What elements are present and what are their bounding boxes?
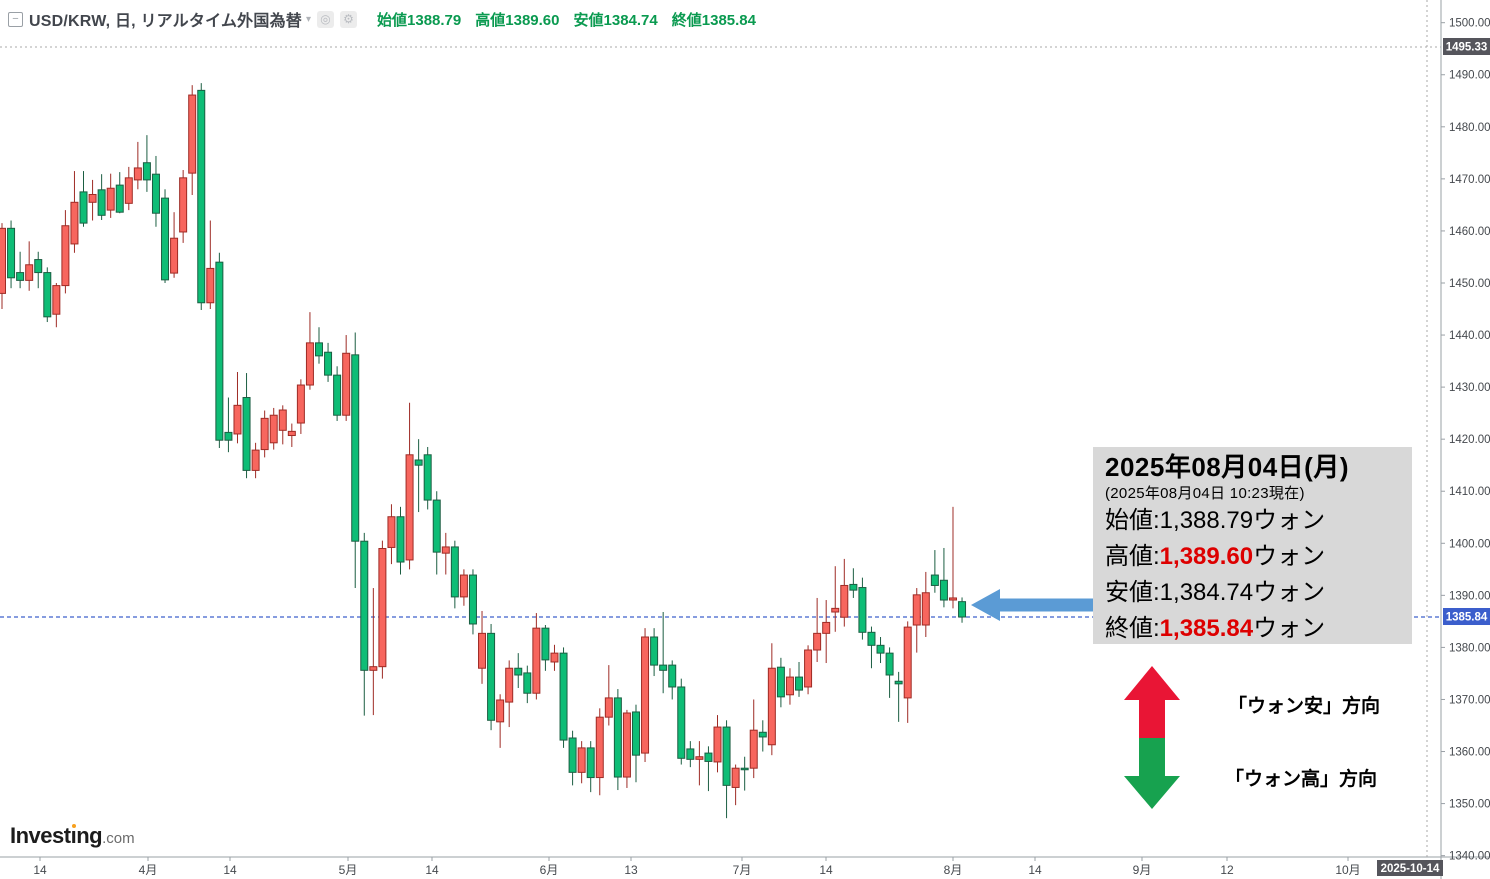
svg-text:8月: 8月	[944, 863, 963, 877]
svg-text:1400.00: 1400.00	[1449, 538, 1490, 550]
svg-text:2025-10-14: 2025-10-14	[1381, 863, 1440, 875]
logo-suffix-text: .com	[102, 830, 135, 847]
svg-text:5月: 5月	[339, 863, 358, 877]
quote-annotation-box: 2025年08月04日(月) (2025年08月04日 10:23現在) 始値:…	[1093, 447, 1412, 644]
direction-arrows	[1124, 666, 1180, 809]
snapshot-icon[interactable]: ◎	[317, 10, 334, 28]
low-readout: 安値1384.74	[573, 11, 658, 29]
svg-text:1380.00: 1380.00	[1449, 642, 1490, 654]
svg-text:1500.00: 1500.00	[1449, 18, 1490, 30]
svg-text:1460.00: 1460.00	[1449, 226, 1490, 238]
svg-text:1370.00: 1370.00	[1449, 694, 1490, 706]
svg-text:7月: 7月	[733, 863, 752, 877]
svg-text:6月: 6月	[540, 863, 559, 877]
svg-text:1385.84: 1385.84	[1446, 612, 1488, 624]
svg-text:1470.00: 1470.00	[1449, 174, 1490, 186]
svg-text:14: 14	[223, 863, 237, 877]
annotation-date-title: 2025年08月04日(月)	[1105, 452, 1349, 482]
investing-logo: Investı ng.com	[10, 823, 135, 849]
crosshair	[0, 0, 1441, 857]
open-readout: 始値1388.79	[377, 11, 462, 29]
svg-text:1430.00: 1430.00	[1449, 382, 1490, 394]
close-readout: 終値1385.84	[671, 11, 756, 29]
svg-text:1360.00: 1360.00	[1449, 747, 1490, 759]
won-strong-down-arrow	[1124, 738, 1180, 809]
candles-series	[0, 83, 967, 819]
price-axis[interactable]: 1500.00 1490.00 1480.00 1470.00 1460.00 1450.…	[1441, 18, 1490, 863]
won-weak-direction-label: 「ウォン安」方向	[1228, 696, 1381, 717]
svg-text:1420.00: 1420.00	[1449, 434, 1490, 446]
svg-text:1480.00: 1480.00	[1449, 122, 1490, 134]
annotation-close-row: 終値:1,385.84ウォン	[1105, 615, 1326, 642]
svg-text:1495.33: 1495.33	[1446, 42, 1488, 54]
collapse-icon[interactable]: −	[8, 11, 23, 27]
annotation-low-row: 安値:1,384.74ウォン	[1105, 579, 1326, 606]
logo-orange-dot	[71, 824, 76, 828]
annotation-high-row: 高値:1,389.60ウォン	[1105, 543, 1326, 570]
chevron-down-icon[interactable]: ▾	[305, 13, 311, 25]
svg-text:1350.00: 1350.00	[1449, 799, 1490, 811]
svg-text:10月: 10月	[1335, 863, 1360, 877]
axis-value-labels: 1495.33 1385.84 2025-10-14	[1377, 38, 1490, 876]
svg-text:14: 14	[33, 863, 47, 877]
last-candle-pointer-arrow	[971, 589, 1093, 621]
svg-text:14: 14	[425, 863, 439, 877]
settings-gear-icon[interactable]: ⚙	[340, 10, 357, 28]
svg-text:14: 14	[1028, 863, 1042, 877]
svg-text:1440.00: 1440.00	[1449, 330, 1490, 342]
annotation-timestamp: (2025年08月04日 10:23現在)	[1105, 485, 1305, 502]
svg-text:12: 12	[1220, 863, 1234, 877]
annotation-open-row: 始値:1,388.79ウォン	[1105, 507, 1326, 534]
chart-titlebar: − USD/KRW, 日, リアルタイム外国為替 ▾ ◎ ⚙ 始値1388.79…	[8, 7, 756, 31]
svg-text:1410.00: 1410.00	[1449, 486, 1490, 498]
logo-brand-text: Investı ng	[10, 823, 103, 848]
svg-text:1490.00: 1490.00	[1449, 70, 1490, 82]
svg-text:1450.00: 1450.00	[1449, 278, 1490, 290]
won-strong-direction-label: 「ウォン高」方向	[1225, 769, 1378, 790]
ohlc-readout: 始値1388.79 高値1389.60 安値1384.74 終値1385.84	[377, 9, 756, 30]
svg-text:14: 14	[819, 863, 833, 877]
svg-text:13: 13	[624, 863, 638, 877]
time-axis[interactable]: 14 4月 14 5月 14 6月 13 7月 14 8月 14 9月 12 10月	[33, 857, 1361, 877]
svg-text:4月: 4月	[139, 863, 158, 877]
symbol-title: USD/KRW, 日, リアルタイム外国為替	[29, 13, 302, 30]
won-weak-up-arrow	[1124, 666, 1180, 738]
high-readout: 高値1389.60	[475, 11, 560, 29]
svg-text:1340.00: 1340.00	[1449, 851, 1490, 863]
svg-text:1390.00: 1390.00	[1449, 590, 1490, 602]
svg-text:9月: 9月	[1133, 863, 1152, 877]
